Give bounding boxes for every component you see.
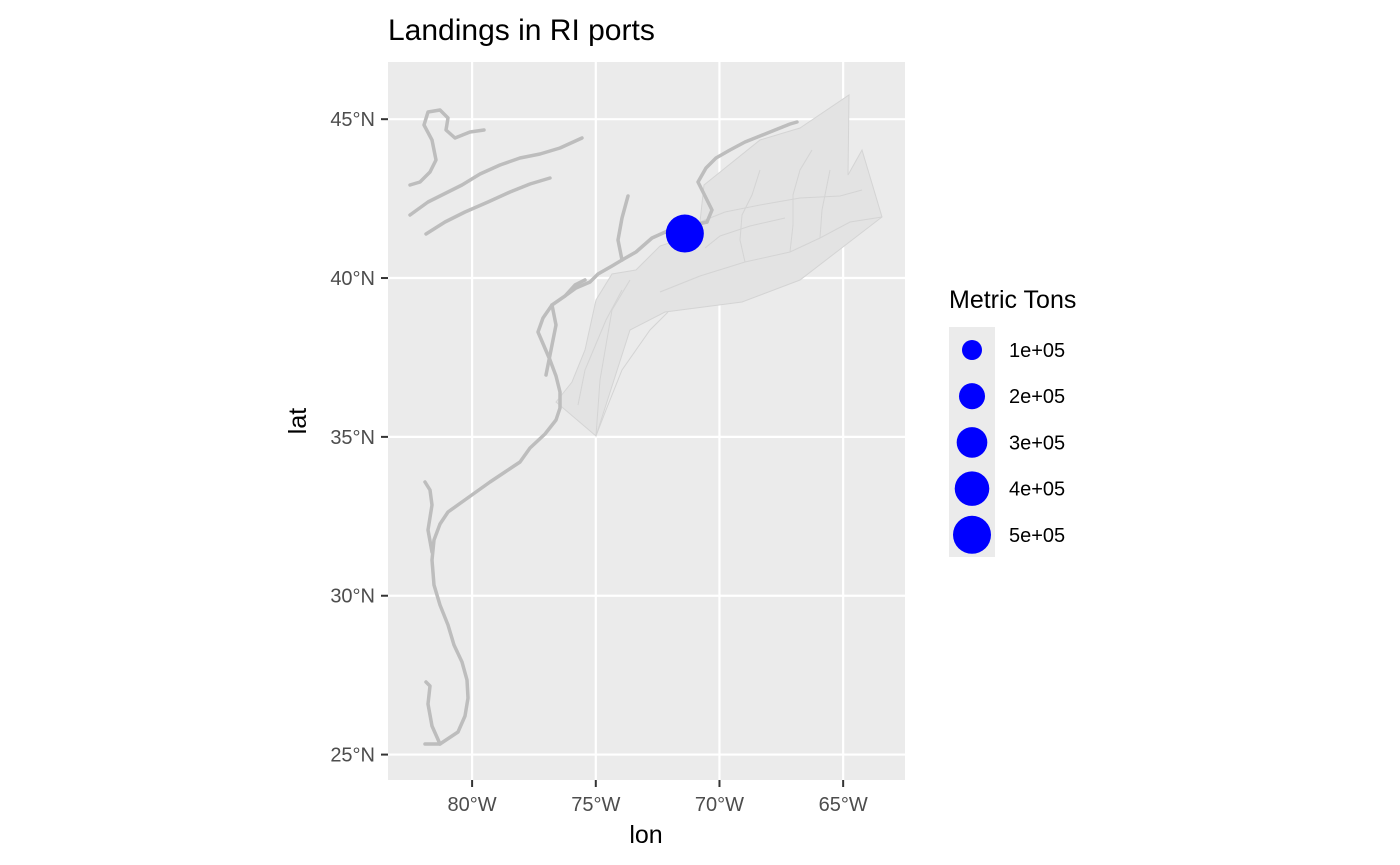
- legend-entry-label: 4e+05: [1009, 479, 1065, 501]
- legend-key-symbol: [954, 471, 990, 506]
- y-axis-title: lat: [284, 408, 312, 434]
- coastline-florida-panhandle: [423, 480, 434, 554]
- coastline-st-lawrence-south: [424, 176, 552, 236]
- y-tick-label: 25°N: [330, 745, 375, 767]
- statistical-area-boundary: [577, 289, 623, 406]
- chart-title: Landings in RI ports: [388, 14, 655, 47]
- data-points: [665, 214, 704, 253]
- x-tick-label: 80°W: [448, 794, 497, 816]
- x-axis-title: lon: [629, 821, 662, 849]
- legend: Metric Tons 1e+05 2e+05 3e+05 4e+05 5e+05: [949, 286, 1076, 557]
- legend-key-symbol: [958, 383, 986, 410]
- legend-items: 1e+05 2e+05 3e+05 4e+05 5e+05: [953, 340, 1065, 554]
- legend-entry-label: 2e+05: [1009, 386, 1065, 408]
- statistical-area-boundary: [819, 169, 831, 239]
- statistical-area-boundary: [595, 279, 631, 437]
- legend-title: Metric Tons: [949, 286, 1076, 314]
- y-tick-label: 40°N: [330, 268, 375, 290]
- statistical-areas: [555, 94, 883, 437]
- statistical-area-boundary: [739, 169, 761, 263]
- coastline-chesapeake-bay: [544, 303, 558, 377]
- legend-key-symbol: [962, 340, 982, 360]
- landing-point: [665, 214, 704, 253]
- legend-key-symbol: [953, 515, 991, 554]
- coastline-lake-region: [408, 108, 486, 187]
- statistical-area-boundary: [704, 217, 786, 249]
- legend-entry-label: 3e+05: [1009, 432, 1065, 454]
- y-tick-label: 35°N: [330, 427, 375, 449]
- y-tick-label: 45°N: [330, 109, 375, 131]
- coastline-st-lawrence: [408, 136, 584, 217]
- statistical-area-outline: [555, 94, 883, 437]
- statistical-area-boundary: [595, 311, 669, 437]
- x-tick-label: 70°W: [695, 794, 744, 816]
- statistical-area-boundary: [789, 149, 813, 253]
- statistical-area-boundary: [699, 189, 863, 223]
- y-tick-label: 30°N: [330, 586, 375, 608]
- y-axis: 25°N 30°N 35°N 40°N 45°N: [330, 109, 388, 767]
- legend-entry-label: 5e+05: [1009, 525, 1065, 547]
- x-tick-label: 65°W: [819, 794, 868, 816]
- coastline-new-england: [696, 120, 799, 224]
- coastline-delaware-bay: [563, 278, 587, 298]
- coastline: [408, 108, 799, 746]
- coastline-hudson-river: [616, 194, 630, 262]
- coastline-gulf-coast: [424, 680, 442, 746]
- x-tick-label: 75°W: [571, 794, 620, 816]
- legend-key-symbol: [956, 427, 988, 458]
- coastline-east-coast: [423, 220, 709, 746]
- legend-entry-label: 1e+05: [1009, 340, 1065, 362]
- x-axis: 80°W 75°W 70°W 65°W: [448, 780, 868, 816]
